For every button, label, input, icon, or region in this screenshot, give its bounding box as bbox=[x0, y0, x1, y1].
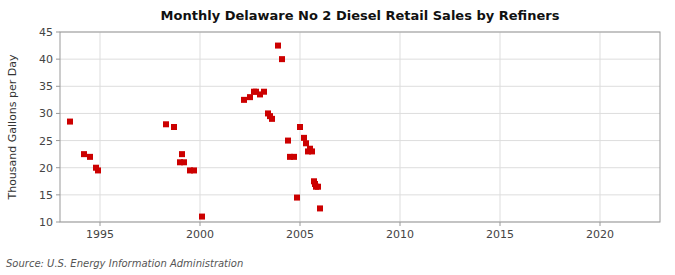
tick-label-x: 2005 bbox=[286, 228, 314, 241]
point bbox=[261, 89, 267, 95]
point bbox=[315, 184, 321, 190]
tick-label-y: 10 bbox=[39, 216, 53, 229]
tick-label-x: 1995 bbox=[86, 228, 114, 241]
tick-y bbox=[56, 140, 60, 141]
grid bbox=[60, 32, 660, 222]
point bbox=[317, 205, 323, 211]
grid-line-y bbox=[60, 86, 660, 87]
tick-x bbox=[300, 222, 301, 226]
point bbox=[199, 214, 205, 220]
tick-x bbox=[200, 222, 201, 226]
y-axis-label: Thousand Gallons per Day bbox=[6, 54, 19, 201]
point bbox=[291, 154, 297, 160]
point bbox=[95, 167, 101, 173]
point bbox=[301, 135, 307, 141]
tick-label-y: 15 bbox=[39, 189, 53, 202]
tick-label-y: 40 bbox=[39, 53, 53, 66]
tick-y bbox=[56, 32, 60, 33]
point bbox=[275, 43, 281, 49]
title: Monthly Delaware No 2 Diesel Retail Sale… bbox=[161, 8, 560, 23]
tick-y bbox=[56, 113, 60, 114]
axes: 1995 2000 2005 2010 2015 2020 10 15 20 25 30 35 40 45 bbox=[39, 26, 614, 241]
tick-y bbox=[56, 194, 60, 195]
tick-label-y: 25 bbox=[39, 135, 53, 148]
tick-label-y: 35 bbox=[39, 80, 53, 93]
grid-line-x bbox=[600, 32, 601, 222]
tick-label-x: 2010 bbox=[386, 228, 414, 241]
tick-label-y: 20 bbox=[39, 162, 53, 175]
tick-label-x: 2015 bbox=[486, 228, 514, 241]
tick-x bbox=[100, 222, 101, 226]
point bbox=[181, 159, 187, 165]
point bbox=[171, 124, 177, 130]
point bbox=[241, 97, 247, 103]
grid-line-y bbox=[60, 140, 660, 141]
tick-y bbox=[56, 222, 60, 223]
point bbox=[279, 56, 285, 62]
grid-line-y bbox=[60, 59, 660, 60]
point bbox=[67, 119, 73, 125]
tick-x bbox=[400, 222, 401, 226]
grid-line-x bbox=[200, 32, 201, 222]
point bbox=[179, 151, 185, 157]
tick-label-x: 2020 bbox=[586, 228, 614, 241]
grid-line-x bbox=[500, 32, 501, 222]
tick-y bbox=[56, 59, 60, 60]
point bbox=[87, 154, 93, 160]
plot-frame bbox=[60, 32, 660, 222]
point bbox=[285, 138, 291, 144]
annotation: Source: U.S. Energy Information Administ… bbox=[6, 258, 243, 269]
point bbox=[297, 124, 303, 130]
point bbox=[303, 140, 309, 146]
point bbox=[191, 167, 197, 173]
point bbox=[247, 94, 253, 100]
tick-x bbox=[500, 222, 501, 226]
grid-line-x bbox=[100, 32, 101, 222]
point bbox=[269, 116, 275, 122]
point bbox=[309, 148, 315, 154]
tick-label-y: 30 bbox=[39, 107, 53, 120]
point bbox=[294, 195, 300, 201]
tick-x bbox=[600, 222, 601, 226]
grid-line-x bbox=[400, 32, 401, 222]
points bbox=[67, 43, 323, 220]
point bbox=[163, 121, 169, 127]
chart: 1995 2000 2005 2010 2015 2020 10 15 20 25 30 35 40 45… bbox=[0, 0, 675, 275]
grid-line-y bbox=[60, 167, 660, 168]
grid-line-y bbox=[60, 113, 660, 114]
tick-y bbox=[56, 167, 60, 168]
grid-line-y bbox=[60, 194, 660, 195]
point bbox=[81, 151, 87, 157]
tick-y bbox=[56, 86, 60, 87]
tick-label-y: 45 bbox=[39, 26, 53, 39]
tick-label-x: 2000 bbox=[186, 228, 214, 241]
